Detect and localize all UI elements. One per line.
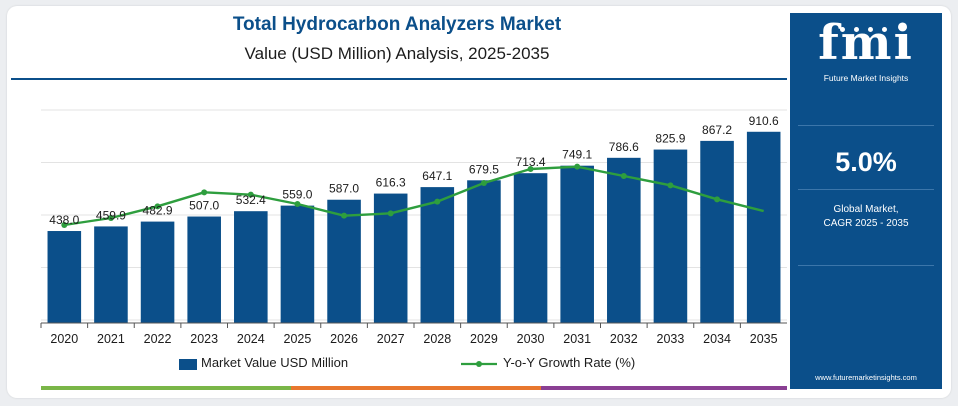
- bar: [140, 221, 175, 323]
- x-tick-label: 2024: [237, 332, 265, 346]
- bar: [746, 131, 781, 323]
- x-tick-label: 2035: [750, 332, 778, 346]
- bar: [607, 157, 641, 323]
- x-tick-label: 2025: [284, 332, 312, 346]
- footer-bar-green: [41, 386, 291, 390]
- cagr-label: Global Market, CAGR 2025 - 2035: [790, 203, 942, 231]
- bar-data-label: 587.0: [329, 182, 359, 196]
- growth-point: [714, 196, 721, 203]
- chart-card: Total Hydrocarbon Analyzers Market Value…: [7, 6, 951, 398]
- bar-data-label: 825.9: [655, 132, 685, 146]
- legend-line-label: Y-o-Y Growth Rate (%): [503, 355, 636, 370]
- bar-data-label: 507.0: [189, 199, 219, 213]
- x-tick-label: 2020: [50, 332, 78, 346]
- bar-data-label: 713.4: [516, 155, 546, 169]
- cagr-label-line1: Global Market,: [833, 204, 899, 215]
- cagr-value: 5.0%: [835, 147, 897, 177]
- chart-title: Total Hydrocarbon Analyzers Market: [232, 14, 562, 35]
- bar: [653, 149, 688, 323]
- bar-data-label: 459.9: [96, 208, 126, 222]
- bar-data-label: 910.6: [749, 114, 779, 128]
- growth-point: [387, 210, 394, 217]
- growth-point: [341, 212, 348, 219]
- title-divider: [11, 78, 787, 80]
- cagr-label-line2: CAGR 2025 - 2035: [823, 218, 909, 229]
- growth-point: [667, 182, 674, 189]
- bar: [467, 180, 501, 323]
- growth-point: [61, 222, 68, 228]
- bar-data-label: 532.4: [236, 193, 266, 207]
- growth-point: [574, 163, 581, 170]
- bar-data-label: 786.6: [609, 140, 639, 154]
- chart-plot: 2020 2021 2022 2023 2024 2025 2026 2027 2028 2029…: [40, 109, 787, 346]
- bar: [560, 165, 594, 323]
- growth-point: [154, 203, 161, 210]
- growth-point: [480, 180, 487, 186]
- x-tick-label: 2021: [97, 332, 125, 346]
- x-tick-label: 2031: [563, 332, 591, 346]
- growth-point: [294, 201, 301, 207]
- legend-bar-swatch: [179, 359, 197, 370]
- bar-data-label: 438.0: [49, 213, 79, 227]
- footer-bar-orange: [291, 386, 541, 390]
- bar: [513, 173, 548, 323]
- growth-point: [620, 173, 627, 179]
- legend-bar-label: Market Value USD Million: [201, 355, 349, 370]
- bar-data-label: 647.1: [422, 169, 452, 183]
- x-tick-label: 2034: [703, 332, 731, 346]
- panel-divider-top: [798, 125, 934, 126]
- side-panel: fmi Future Market Insights 5.0% Global M…: [790, 13, 942, 389]
- legend-line-swatch: [461, 361, 497, 367]
- chart-subtitle: Value (USD Million) Analysis, 2025-2035: [244, 44, 550, 63]
- fmi-logo: fmi: [818, 15, 914, 71]
- growth-point: [201, 189, 208, 196]
- x-tick-label: 2027: [377, 332, 405, 346]
- panel-divider-bottom: [798, 265, 934, 266]
- bar: [47, 231, 82, 323]
- logo-dots: [840, 19, 896, 37]
- bar-data-label: 616.3: [376, 176, 406, 190]
- bar: [327, 199, 361, 323]
- bar-data-label: 867.2: [702, 123, 732, 137]
- x-tick-label: 2022: [144, 332, 172, 346]
- bar-data-label: 559.0: [282, 188, 312, 202]
- bar: [700, 140, 734, 323]
- x-tick-label: 2029: [470, 332, 498, 346]
- growth-point: [247, 191, 254, 198]
- logo-subtext: Future Market Insights: [823, 73, 909, 83]
- x-tick-label: 2033: [657, 332, 685, 346]
- website-link[interactable]: www.futuremarketinsights.com: [815, 373, 917, 382]
- bar-data-label: 482.9: [143, 204, 173, 218]
- x-tick-label: 2032: [610, 332, 638, 346]
- bar-data-label: 749.1: [562, 148, 592, 162]
- growth-line: [64, 165, 764, 227]
- bar-data-label: 679.5: [469, 162, 499, 176]
- bar: [187, 216, 221, 323]
- bar: [280, 205, 315, 323]
- bar: [420, 187, 455, 323]
- x-tick-label: 2023: [190, 332, 218, 346]
- x-tick-label: 2028: [423, 332, 451, 346]
- panel-divider-middle: [798, 189, 934, 190]
- growth-point: [527, 166, 534, 172]
- x-tick-label: 2026: [330, 332, 358, 346]
- bar: [94, 226, 128, 323]
- growth-point: [107, 215, 114, 221]
- bar: [234, 211, 268, 323]
- growth-point: [434, 198, 441, 205]
- footer-bar-purple: [541, 386, 787, 390]
- x-tick-label: 2030: [517, 332, 545, 346]
